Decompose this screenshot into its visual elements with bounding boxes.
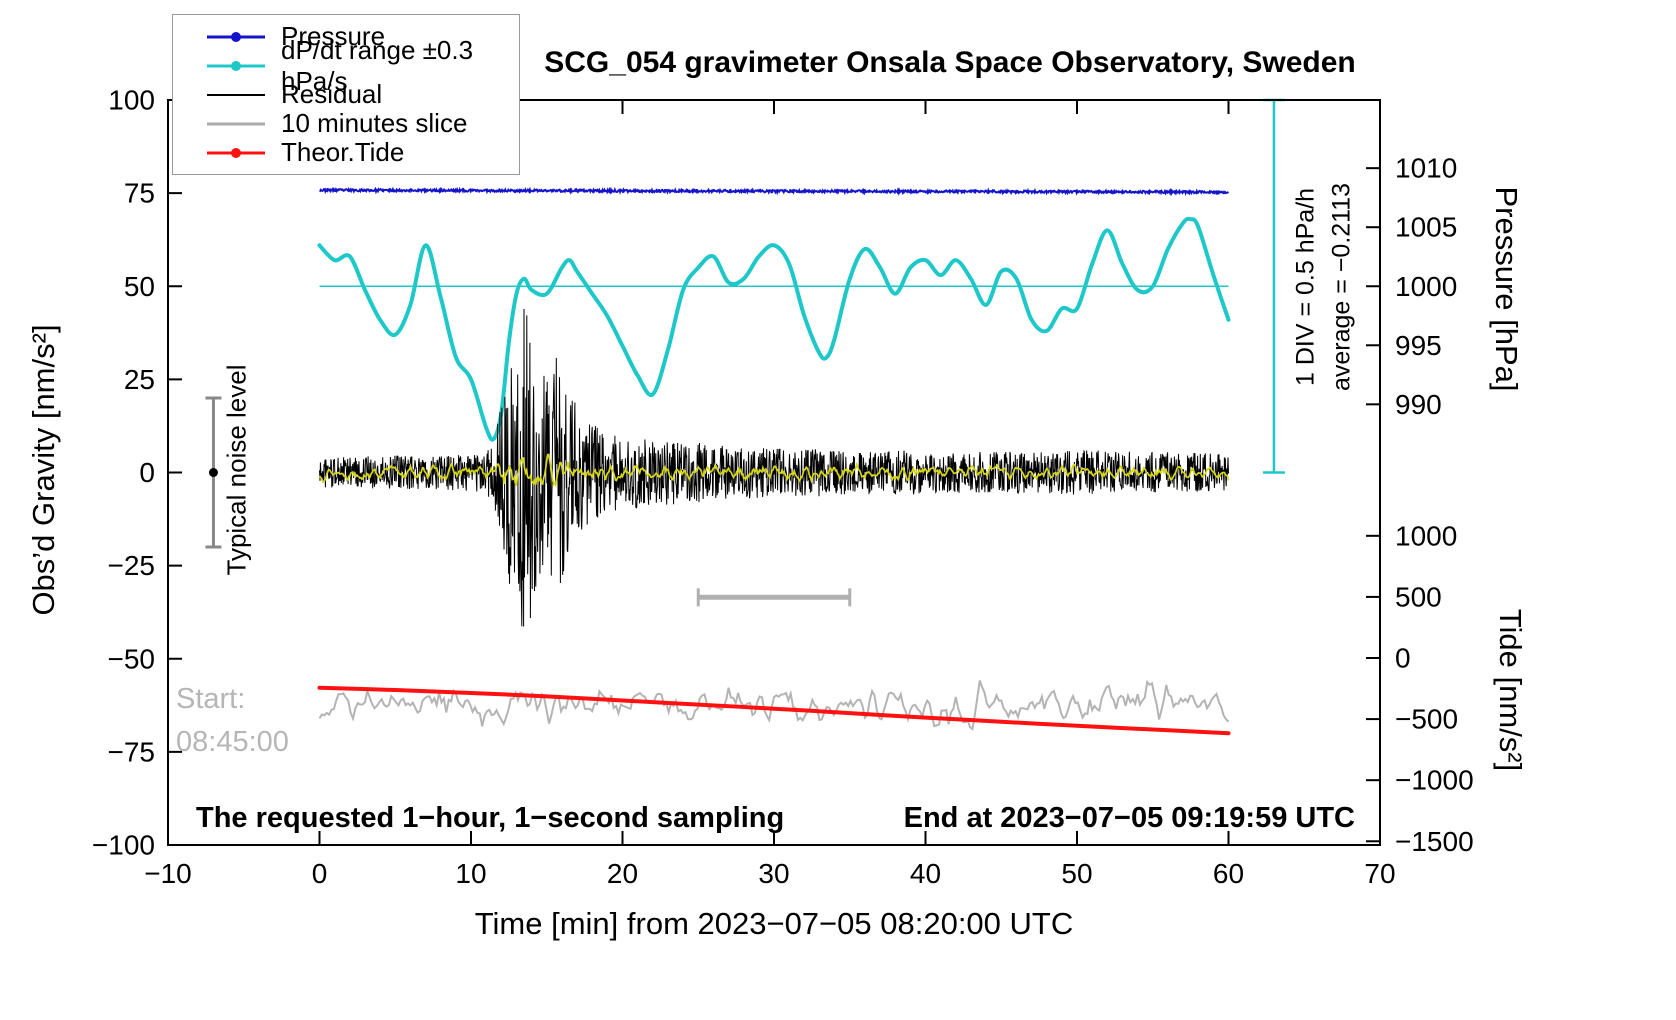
legend-dot <box>231 60 241 71</box>
start-annotation: Start: 08:45:00 <box>176 678 289 764</box>
tick-label: 100 <box>108 85 155 116</box>
tick-label: 0 <box>139 457 155 488</box>
legend-label: Theor.Tide <box>281 137 405 167</box>
tick-label: 70 <box>1364 858 1395 889</box>
tick-label: −100 <box>92 830 155 861</box>
y-axis-title-gravity: Obs’d Gravity [nm/s²] <box>26 324 61 616</box>
legend-item-pressure: Pressure <box>173 21 519 51</box>
series-10-minutes-slice-trace <box>318 679 1230 731</box>
legend-marker <box>207 22 265 51</box>
legend-marker <box>207 138 265 167</box>
tick-label: −500 <box>1395 704 1458 735</box>
tick-label: 1005 <box>1395 212 1457 243</box>
legend-marker <box>207 80 265 109</box>
tick-label: −50 <box>108 643 156 674</box>
tick-label: 20 <box>607 858 638 889</box>
y-axis-title-pressure: Pressure [hPa] <box>1489 186 1524 392</box>
tick-label: 60 <box>1213 858 1244 889</box>
legend-label: dP/dt range ±0.3 hPa/s <box>281 34 474 96</box>
legend-line-sample <box>207 122 265 125</box>
tick-label: −1000 <box>1395 765 1474 796</box>
legend-label: Pressure <box>281 21 386 51</box>
legend-item-theor-tide: Theor.Tide <box>173 137 519 167</box>
tick-label: 25 <box>124 364 155 395</box>
legend-label: Residual <box>281 79 383 109</box>
noise-level-label: Typical noise level <box>221 364 252 576</box>
legend-line-sample <box>207 93 265 96</box>
series-residual <box>319 308 1229 627</box>
noise-errorbar-dot <box>208 468 218 477</box>
legend-item-dp-dt-range-0-3-hpa-s: dP/dt range ±0.3 hPa/s <box>173 35 519 96</box>
tick-label: 30 <box>758 858 789 889</box>
series-pressure <box>319 186 1230 197</box>
tick-label: 990 <box>1395 389 1442 420</box>
end-time-note: End at 2023−07−05 09:19:59 UTC <box>903 802 1355 834</box>
tick-label: −75 <box>108 736 156 767</box>
x-axis-title: Time [min] from 2023−07−05 08:20:00 UTC <box>474 906 1074 941</box>
tick-label: 75 <box>124 178 155 209</box>
sampling-note: The requested 1−hour, 1−second sampling <box>196 802 785 834</box>
legend-marker <box>207 51 265 80</box>
legend-marker <box>207 109 265 138</box>
tick-label: 50 <box>1061 858 1092 889</box>
legend-item-residual: Residual <box>173 79 519 109</box>
legend: Pressure dP/dt range ±0.3 hPa/s Residual 10… <box>172 14 520 175</box>
tick-label: 500 <box>1395 581 1442 612</box>
start-time: 08:45:00 <box>176 726 289 758</box>
series-theor-tide <box>317 685 1231 736</box>
tick-label: −1500 <box>1395 826 1474 857</box>
start-label: Start: <box>176 683 246 715</box>
average-label: average = −0.2113 <box>1327 182 1356 392</box>
y-axis-title-tide: Tide [nm/s²] <box>1493 608 1528 772</box>
series-dp-dt <box>317 216 1231 442</box>
series-residual-smoothed <box>318 453 1230 489</box>
legend-item-10-minutes-slice: 10 minutes slice <box>173 108 519 138</box>
tick-label: −25 <box>108 550 156 581</box>
tick-label: 0 <box>1395 643 1411 674</box>
tick-label: 10 <box>455 858 486 889</box>
chart-title: SCG_054 gravimeter Onsala Space Observat… <box>544 46 1356 79</box>
legend-label: 10 minutes slice <box>281 108 468 138</box>
div-scale-label: 1 DIV = 0.5 hPa/h <box>1291 187 1320 387</box>
tick-label: 1000 <box>1395 271 1457 302</box>
tick-label: 50 <box>124 271 155 302</box>
legend-dot <box>231 147 241 158</box>
tick-label: 0 <box>312 858 328 889</box>
tick-label: −10 <box>144 858 192 889</box>
tick-label: 1000 <box>1395 520 1457 551</box>
tick-label: 40 <box>910 858 941 889</box>
tick-label: 1010 <box>1395 153 1457 184</box>
tick-label: 995 <box>1395 330 1442 361</box>
legend-dot <box>231 31 241 42</box>
